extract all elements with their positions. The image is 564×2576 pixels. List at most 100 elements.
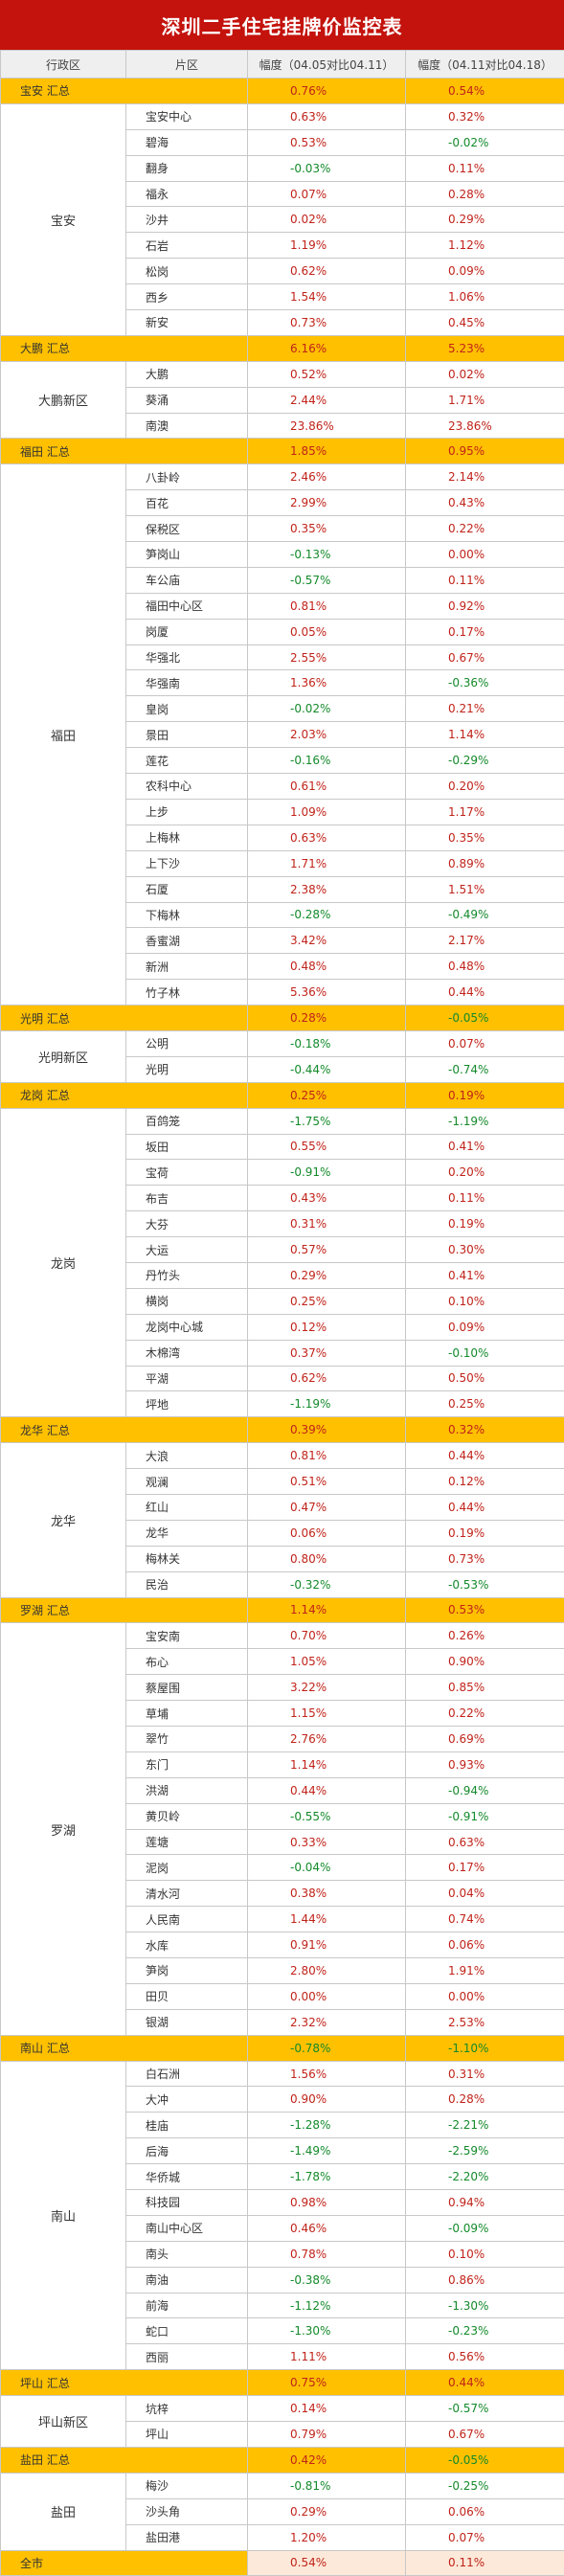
change-1: 1.36%	[248, 670, 406, 696]
change-2: 0.31%	[406, 2061, 564, 2087]
district-name: 盐田	[1, 2473, 126, 2550]
change-1: 2.46%	[248, 464, 406, 490]
change-2: 0.48%	[406, 954, 564, 980]
area-name: 横岗	[126, 1288, 248, 1314]
change-1: -1.30%	[248, 2318, 406, 2344]
change-2: -0.02%	[406, 129, 564, 155]
area-name: 梅林关	[126, 1546, 248, 1571]
area-name: 松岗	[126, 259, 248, 284]
change-2: 0.00%	[406, 542, 564, 568]
area-name: 布吉	[126, 1186, 248, 1211]
summary-change-1: 0.42%	[248, 2447, 406, 2473]
table-row: 盐田梅沙-0.81%-0.25%	[1, 2473, 564, 2498]
change-2: 0.00%	[406, 1983, 564, 2009]
change-1: 0.90%	[248, 2087, 406, 2113]
change-1: 0.55%	[248, 1134, 406, 1160]
district-name: 光明新区	[1, 1030, 126, 1082]
change-1: -0.04%	[248, 1855, 406, 1881]
change-1: -0.81%	[248, 2473, 406, 2498]
change-1: -0.55%	[248, 1803, 406, 1829]
change-1: 2.99%	[248, 490, 406, 516]
change-1: 2.80%	[248, 1958, 406, 1984]
change-2: 23.86%	[406, 413, 564, 439]
change-1: 0.63%	[248, 103, 406, 129]
area-name: 光明	[126, 1056, 248, 1082]
area-name: 福田中心区	[126, 593, 248, 619]
change-1: 0.70%	[248, 1623, 406, 1649]
area-name: 科技园	[126, 2190, 248, 2216]
area-name: 笋岗山	[126, 542, 248, 568]
area-name: 龙华	[126, 1520, 248, 1546]
district-name: 罗湖	[1, 1623, 126, 2035]
area-name: 坑梓	[126, 2396, 248, 2422]
total-label: 全市	[1, 2550, 248, 2576]
col-header-change-2: 幅度（04.11对比04.18）	[406, 51, 564, 79]
area-name: 木棉湾	[126, 1340, 248, 1366]
summary-label: 光明 汇总	[1, 1006, 248, 1031]
change-2: 0.93%	[406, 1751, 564, 1777]
change-2: 0.12%	[406, 1469, 564, 1495]
district-name: 福田	[1, 464, 126, 1006]
summary-change-2: 0.54%	[406, 79, 564, 104]
district-name: 南山	[1, 2061, 126, 2370]
summary-label: 盐田 汇总	[1, 2447, 248, 2473]
summary-change-1: -0.78%	[248, 2035, 406, 2061]
change-2: 0.45%	[406, 310, 564, 336]
change-2: 0.73%	[406, 1546, 564, 1571]
change-2: 0.35%	[406, 825, 564, 850]
summary-change-2: 5.23%	[406, 335, 564, 361]
area-name: 蔡屋围	[126, 1675, 248, 1701]
change-1: 0.31%	[248, 1211, 406, 1237]
change-2: -2.59%	[406, 2138, 564, 2164]
area-name: 翻身	[126, 155, 248, 181]
area-name: 西乡	[126, 284, 248, 310]
total-change-2: 0.11%	[406, 2550, 564, 2576]
summary-change-2: 0.19%	[406, 1082, 564, 1108]
area-name: 蛇口	[126, 2318, 248, 2344]
area-name: 坪山	[126, 2422, 248, 2448]
change-1: 0.81%	[248, 1443, 406, 1469]
summary-change-1: 0.76%	[248, 79, 406, 104]
area-name: 莲塘	[126, 1829, 248, 1855]
area-name: 人民南	[126, 1907, 248, 1932]
summary-change-1: 0.39%	[248, 1417, 406, 1443]
change-1: 0.48%	[248, 954, 406, 980]
area-name: 盐田港	[126, 2524, 248, 2550]
change-2: -0.25%	[406, 2473, 564, 2498]
change-1: 2.76%	[248, 1727, 406, 1752]
change-2: 0.63%	[406, 1829, 564, 1855]
change-2: 0.56%	[406, 2344, 564, 2370]
change-1: -0.03%	[248, 155, 406, 181]
change-1: 0.73%	[248, 310, 406, 336]
change-2: 0.69%	[406, 1727, 564, 1752]
change-2: 0.17%	[406, 619, 564, 644]
change-2: -0.36%	[406, 670, 564, 696]
change-1: 1.56%	[248, 2061, 406, 2087]
area-name: 后海	[126, 2138, 248, 2164]
change-2: 0.89%	[406, 850, 564, 876]
change-2: 0.09%	[406, 1314, 564, 1340]
change-2: 0.26%	[406, 1623, 564, 1649]
change-1: 0.44%	[248, 1777, 406, 1803]
change-2: 0.06%	[406, 1932, 564, 1958]
change-1: -1.28%	[248, 2113, 406, 2138]
table-row: 光明新区公明-0.18%0.07%	[1, 1030, 564, 1056]
change-1: 1.54%	[248, 284, 406, 310]
change-2: -0.23%	[406, 2318, 564, 2344]
change-2: 2.53%	[406, 2009, 564, 2035]
change-2: 0.04%	[406, 1881, 564, 1907]
change-2: 0.67%	[406, 644, 564, 670]
change-2: 0.94%	[406, 2190, 564, 2216]
area-name: 沙头角	[126, 2498, 248, 2524]
change-1: 0.43%	[248, 1186, 406, 1211]
change-2: 1.14%	[406, 722, 564, 748]
change-1: 2.03%	[248, 722, 406, 748]
col-header-district: 行政区	[1, 51, 126, 79]
